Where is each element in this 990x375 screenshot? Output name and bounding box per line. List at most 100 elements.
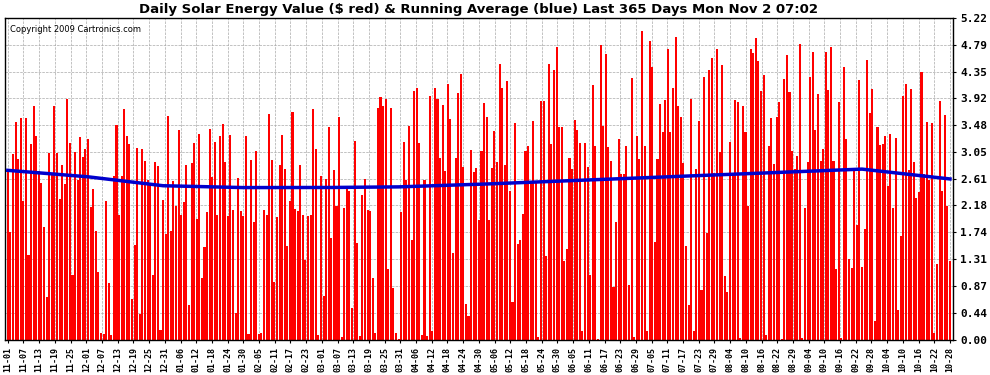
Bar <box>175 206 177 340</box>
Bar <box>346 188 347 340</box>
Bar <box>796 156 798 340</box>
Bar <box>265 216 267 340</box>
Bar <box>116 125 118 340</box>
Bar <box>356 243 358 340</box>
Bar <box>848 258 850 340</box>
Bar <box>219 136 221 340</box>
Bar <box>664 100 666 340</box>
Bar <box>838 102 840 340</box>
Bar <box>442 105 444 340</box>
Bar <box>573 120 576 340</box>
Bar <box>786 55 788 340</box>
Bar <box>38 171 40 340</box>
Bar <box>735 100 737 340</box>
Bar <box>41 183 43 340</box>
Bar <box>620 174 623 340</box>
Bar <box>618 139 620 340</box>
Bar <box>63 184 65 340</box>
Bar <box>897 310 899 340</box>
Bar <box>421 335 423 340</box>
Bar <box>224 162 227 340</box>
Bar <box>50 175 52 340</box>
Bar <box>626 146 628 340</box>
Bar <box>284 169 286 340</box>
Bar <box>825 52 827 340</box>
Bar <box>876 127 878 340</box>
Bar <box>586 167 589 340</box>
Bar <box>167 116 169 340</box>
Bar <box>863 230 865 340</box>
Bar <box>382 106 384 340</box>
Bar <box>525 151 527 340</box>
Bar <box>762 75 764 340</box>
Bar <box>156 166 159 340</box>
Bar <box>552 70 555 340</box>
Bar <box>656 159 658 340</box>
Bar <box>770 117 772 340</box>
Bar <box>887 186 889 340</box>
Bar <box>900 236 902 340</box>
Bar <box>568 158 570 340</box>
Bar <box>139 314 141 340</box>
Bar <box>398 339 400 340</box>
Bar <box>323 296 325 340</box>
Bar <box>413 91 415 340</box>
Bar <box>30 144 32 340</box>
Bar <box>364 179 366 340</box>
Bar <box>69 143 71 340</box>
Bar <box>631 78 633 340</box>
Bar <box>550 144 552 340</box>
Bar <box>740 338 742 340</box>
Bar <box>432 331 434 340</box>
Bar <box>828 90 830 340</box>
Bar <box>291 112 294 340</box>
Bar <box>351 308 353 340</box>
Bar <box>53 106 55 340</box>
Bar <box>467 316 469 340</box>
Bar <box>17 159 19 340</box>
Bar <box>71 275 73 340</box>
Bar <box>866 60 868 340</box>
Bar <box>58 200 60 340</box>
Bar <box>737 102 739 340</box>
Bar <box>685 246 687 340</box>
Bar <box>538 336 540 340</box>
Bar <box>475 168 477 340</box>
Bar <box>910 88 912 340</box>
Bar <box>882 144 884 340</box>
Bar <box>581 331 583 340</box>
Bar <box>154 162 156 340</box>
Bar <box>348 190 350 340</box>
Bar <box>49 153 50 340</box>
Bar <box>151 275 153 340</box>
Bar <box>641 31 643 340</box>
Bar <box>470 150 472 340</box>
Bar <box>211 177 213 340</box>
Bar <box>366 210 368 340</box>
Bar <box>530 183 532 340</box>
Bar <box>76 180 78 340</box>
Bar <box>939 101 940 340</box>
Bar <box>325 179 327 340</box>
Bar <box>540 100 543 340</box>
Bar <box>794 169 796 340</box>
Bar <box>716 49 718 340</box>
Bar <box>729 142 731 340</box>
Bar <box>558 127 560 340</box>
Bar <box>555 47 557 340</box>
Bar <box>514 123 516 340</box>
Bar <box>724 276 726 340</box>
Bar <box>201 278 203 340</box>
Bar <box>164 234 166 340</box>
Bar <box>331 238 333 340</box>
Bar <box>123 110 126 340</box>
Bar <box>659 104 661 340</box>
Bar <box>328 127 330 340</box>
Bar <box>131 299 133 340</box>
Bar <box>449 119 451 340</box>
Bar <box>392 288 394 340</box>
Bar <box>196 219 198 340</box>
Bar <box>623 174 625 340</box>
Bar <box>278 165 280 340</box>
Bar <box>315 148 317 340</box>
